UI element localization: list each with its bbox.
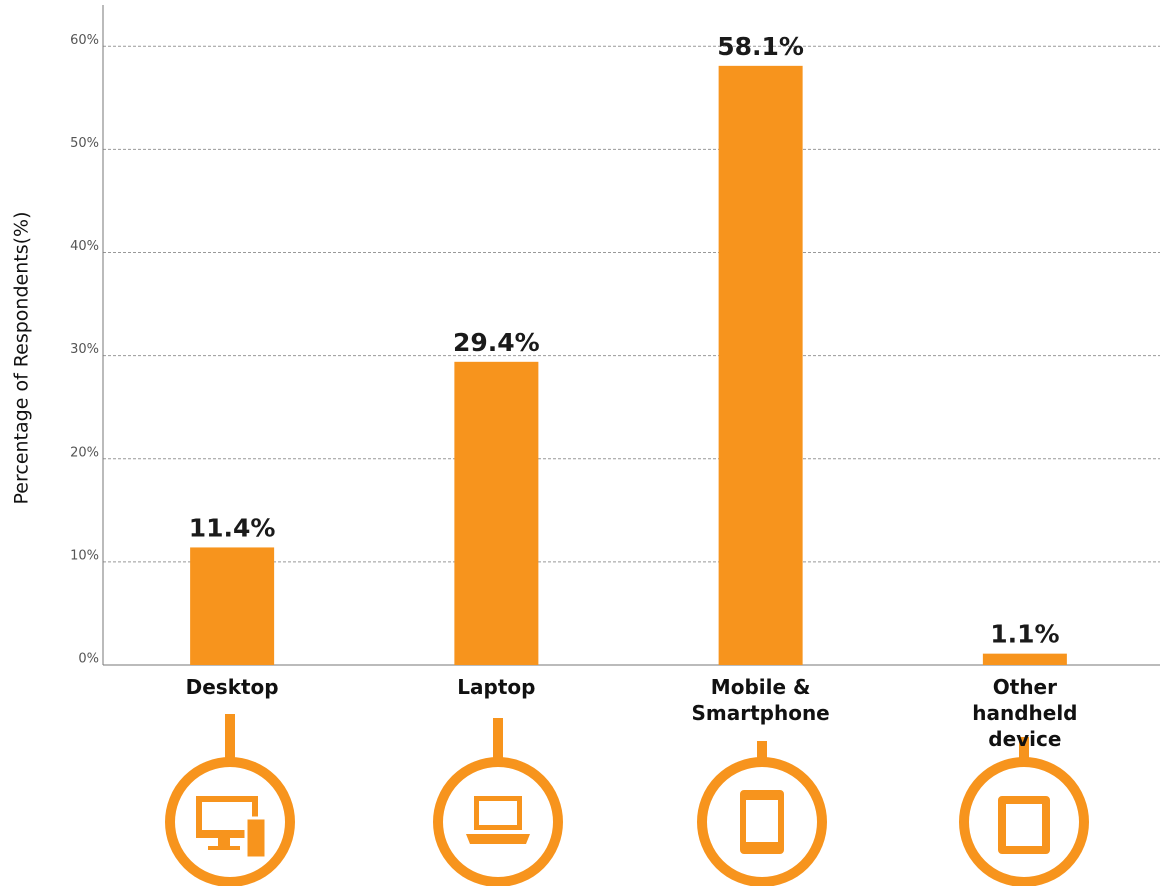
icons <box>165 714 1089 886</box>
y-axis-label: Percentage of Respondents(%) <box>11 212 33 505</box>
y-tick-label: 40% <box>70 239 99 254</box>
device-glyphs <box>196 790 1050 860</box>
bar <box>190 547 275 665</box>
bar <box>718 65 803 665</box>
x-tick-label: Mobile & Smartphone <box>691 675 830 725</box>
icon-circle <box>165 757 295 886</box>
bar <box>454 361 539 665</box>
y-tick-label: 0% <box>78 652 99 667</box>
laptop-base <box>466 834 530 844</box>
icon-circle <box>697 757 827 886</box>
y-tick-label: 30% <box>70 342 99 357</box>
value-label: 11.4% <box>189 513 276 542</box>
icon-circle <box>959 757 1089 886</box>
monitor-base <box>208 846 240 850</box>
y-tick-label: 20% <box>70 445 99 460</box>
y-tick-label: 50% <box>70 136 99 151</box>
bar <box>982 653 1067 665</box>
monitor-stand <box>218 838 230 846</box>
tower-icon <box>244 816 268 860</box>
y-tick-label: 10% <box>70 548 99 563</box>
value-label: 58.1% <box>717 32 804 61</box>
value-label: 1.1% <box>990 620 1059 649</box>
x-tick-label: Other handheld device <box>972 675 1078 751</box>
x-tick-label: Desktop <box>185 675 279 699</box>
phone-icon <box>740 790 784 854</box>
laptop-icon <box>474 796 522 830</box>
tablet-icon <box>998 796 1050 854</box>
icon-circle <box>433 757 563 886</box>
value-label: 29.4% <box>453 328 540 357</box>
y-tick-label: 60% <box>70 33 99 48</box>
x-tick-label: Laptop <box>457 675 536 699</box>
